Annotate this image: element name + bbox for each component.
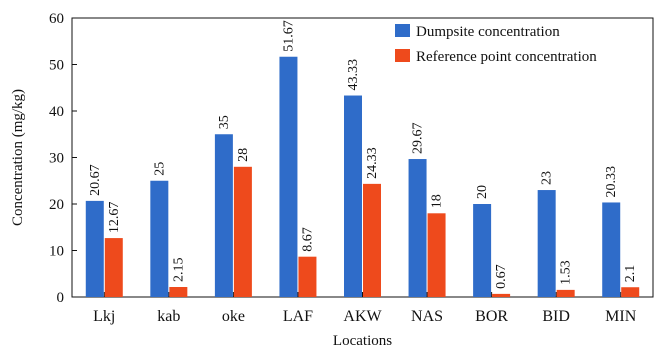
y-tick-label: 10: [49, 244, 64, 260]
x-axis: Lkj kab oke LAF AKW NAS BOR BID MIN: [93, 292, 637, 325]
bar-reference: [492, 293, 511, 297]
x-category-label: oke: [222, 308, 245, 325]
data-label-reference: 2.15: [171, 258, 186, 283]
x-category-label: BID: [542, 308, 570, 325]
legend-swatch-dumpsite: [395, 24, 410, 37]
data-label-reference: 0.67: [494, 264, 509, 288]
bar-reference: [104, 238, 123, 297]
y-tick-label: 60: [49, 11, 64, 27]
bar-reference: [621, 287, 640, 297]
data-labels: 20.67 12.67 25 2.15 35 28 51.67 8.67 43.33 24.33 2…: [88, 20, 638, 289]
data-label-dumpsite: 29.67: [411, 123, 426, 155]
bar-dumpsite: [408, 159, 427, 297]
bar-dumpsite: [473, 204, 492, 297]
x-category-label: NAS: [411, 308, 443, 325]
legend-label-reference: Reference point concentration: [416, 49, 597, 65]
legend: Dumpsite concentration Reference point c…: [395, 24, 597, 65]
bar-dumpsite: [150, 180, 169, 297]
bar-reference: [169, 287, 188, 297]
bar-dumpsite: [602, 202, 621, 297]
bar-reference: [556, 289, 575, 297]
bar-reference: [427, 213, 446, 297]
data-label-reference: 8.67: [300, 227, 315, 252]
bar-reference: [363, 183, 381, 297]
x-category-label: LAF: [283, 308, 313, 325]
data-label-reference: 18: [430, 194, 445, 208]
bar-dumpsite: [537, 190, 556, 297]
bar-dumpsite: [214, 134, 233, 297]
bar-dumpsite: [279, 56, 298, 298]
x-category-label: AKW: [343, 308, 382, 325]
bar-dumpsite: [344, 95, 362, 297]
y-axis-title: Concentration (mg/kg): [10, 89, 26, 226]
data-label-reference: 28: [236, 148, 251, 162]
data-label-dumpsite: 43.33: [346, 59, 361, 91]
data-label-reference: 1.53: [559, 260, 574, 285]
bar-reference: [298, 256, 317, 297]
x-category-label: BOR: [475, 308, 508, 325]
data-label-dumpsite: 20.33: [604, 166, 619, 198]
legend-label-dumpsite: Dumpsite concentration: [416, 24, 560, 40]
data-label-reference: 2.1: [623, 265, 638, 283]
y-tick-label: 40: [49, 104, 64, 120]
data-label-dumpsite: 35: [217, 115, 232, 129]
data-label-dumpsite: 20.67: [88, 164, 103, 195]
x-category-label: Lkj: [93, 308, 115, 325]
x-category-label: kab: [157, 308, 180, 325]
data-label-dumpsite: 20: [475, 185, 490, 199]
y-tick-label: 20: [49, 197, 64, 213]
legend-swatch-reference: [395, 49, 410, 62]
bar-reference: [233, 166, 252, 297]
data-label-reference: 12.67: [107, 202, 122, 234]
data-label-dumpsite: 23: [540, 171, 555, 185]
y-tick-label: 50: [49, 58, 64, 74]
y-axis: 0 10 20 30 40 50 60: [49, 11, 77, 306]
data-label-dumpsite: 51.67: [281, 20, 296, 52]
y-tick-label: 30: [49, 151, 64, 167]
x-category-label: MIN: [605, 308, 637, 325]
bar-dumpsite: [85, 200, 104, 297]
data-label-dumpsite: 25: [152, 162, 167, 176]
y-tick-label: 0: [57, 290, 65, 306]
data-label-reference: 24.33: [365, 147, 380, 179]
x-axis-title: Locations: [333, 333, 392, 349]
bars: [85, 56, 640, 298]
